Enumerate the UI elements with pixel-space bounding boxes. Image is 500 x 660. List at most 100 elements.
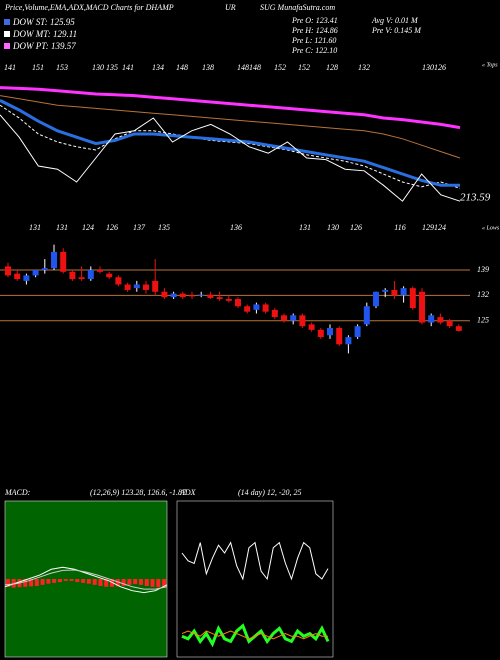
legend-swatch [4, 19, 10, 25]
candle-body [14, 273, 21, 280]
candle-body [198, 294, 205, 296]
info: Pre L: 121.60 [291, 36, 336, 45]
low-label: 136 [230, 223, 242, 232]
low-label: 135 [158, 223, 170, 232]
title: Price,Volume,EMA,ADX,MACD Charts for DHA… [4, 3, 174, 12]
candle-body [327, 328, 333, 336]
candle-body [446, 320, 453, 327]
info: Avg V: 0.01 M [371, 16, 419, 25]
candle-body [271, 309, 278, 318]
line [181, 541, 329, 581]
info: Pre C: 122.10 [291, 46, 337, 55]
histogram-bar [63, 579, 68, 581]
candle-body [133, 284, 140, 289]
candle-body [419, 291, 425, 323]
histogram-bar [98, 579, 103, 587]
last-value: 213.59 [460, 192, 491, 204]
low-label: 129 [422, 223, 434, 232]
histogram-bar [162, 579, 167, 587]
top-label: 148 [237, 63, 249, 72]
histogram-bar [150, 579, 155, 587]
info: Pre V: 0.145 M [371, 26, 422, 35]
y-tick-label: 125 [477, 316, 489, 325]
histogram-bar [57, 579, 62, 583]
candle-body [290, 315, 297, 321]
legend-swatch [4, 31, 10, 37]
histogram-bar [52, 579, 57, 583]
candle-body [225, 299, 232, 301]
candle-body [391, 289, 398, 296]
title: SUG MunafaSutra.com [260, 3, 335, 12]
candle-body [373, 291, 379, 307]
line [0, 95, 461, 159]
histogram-bar [23, 579, 28, 587]
histogram-bar [5, 579, 10, 587]
y-tick-label: 139 [477, 265, 489, 274]
panel [176, 500, 334, 658]
info: Pre H: 124.86 [291, 26, 338, 35]
line [181, 630, 328, 640]
candle-body [143, 284, 149, 290]
top-label: 138 [202, 63, 214, 72]
low-label: 137 [133, 223, 146, 232]
histogram-bar [92, 579, 97, 585]
candle-body [106, 273, 113, 278]
top-label: 148 [249, 63, 261, 72]
tops-label: « Tops [482, 62, 498, 68]
top-label: 148 [176, 63, 188, 72]
adx-params: (14 day) 12, -20, 25 [238, 488, 302, 497]
candle-body [235, 299, 241, 307]
histogram-bar [104, 579, 109, 587]
candle-body [299, 315, 306, 327]
low-label: 126 [350, 223, 362, 232]
histogram-bar [29, 579, 34, 587]
top-label: 152 [298, 63, 310, 72]
low-label: 131 [299, 223, 311, 232]
candle-body [23, 275, 30, 281]
candle-body [354, 326, 361, 338]
histogram-bar [46, 579, 51, 584]
candle-body [437, 317, 444, 323]
info: Pre O: 123.41 [291, 16, 338, 25]
candle-body [78, 277, 85, 280]
legend-swatch [4, 43, 10, 49]
candle-body [152, 280, 159, 292]
candle-body [308, 324, 315, 330]
candle-body [409, 288, 416, 309]
histogram-bar [86, 579, 91, 584]
top-label: 130 [422, 63, 434, 72]
candle-body [87, 270, 94, 280]
y-tick-label: 132 [477, 290, 489, 299]
low-label: 131 [56, 223, 68, 232]
line [0, 104, 461, 189]
histogram-bar [138, 579, 143, 585]
candle-body [317, 329, 324, 338]
candle-body [170, 293, 177, 298]
lows-label: « Lows [482, 225, 500, 231]
low-label: 116 [394, 223, 405, 232]
macd-label: MACD: [4, 488, 31, 497]
candle-body [32, 270, 39, 276]
candle-body [244, 306, 251, 312]
top-label: 130 [92, 63, 104, 72]
macd-params: (12,26,9) 123.28, 126.6, -1.87 [90, 488, 187, 497]
top-label: 132 [358, 63, 370, 72]
low-label: 126 [106, 223, 118, 232]
candle-body [115, 277, 122, 285]
histogram-bar [156, 579, 161, 588]
candle-body [262, 304, 269, 312]
line [4, 566, 168, 594]
candle-body [363, 306, 370, 325]
line [0, 99, 460, 187]
candle-body [345, 337, 352, 345]
candle-body [207, 294, 214, 298]
top-label: 153 [56, 63, 68, 72]
candle-body [179, 293, 186, 298]
candle-body [428, 315, 435, 323]
candle-body [69, 271, 76, 280]
top-label: 141 [122, 63, 134, 72]
candle-body [124, 284, 131, 290]
legend-entry: DOW ST: 125.95 [12, 17, 75, 27]
adx-label: ADX [179, 488, 197, 497]
